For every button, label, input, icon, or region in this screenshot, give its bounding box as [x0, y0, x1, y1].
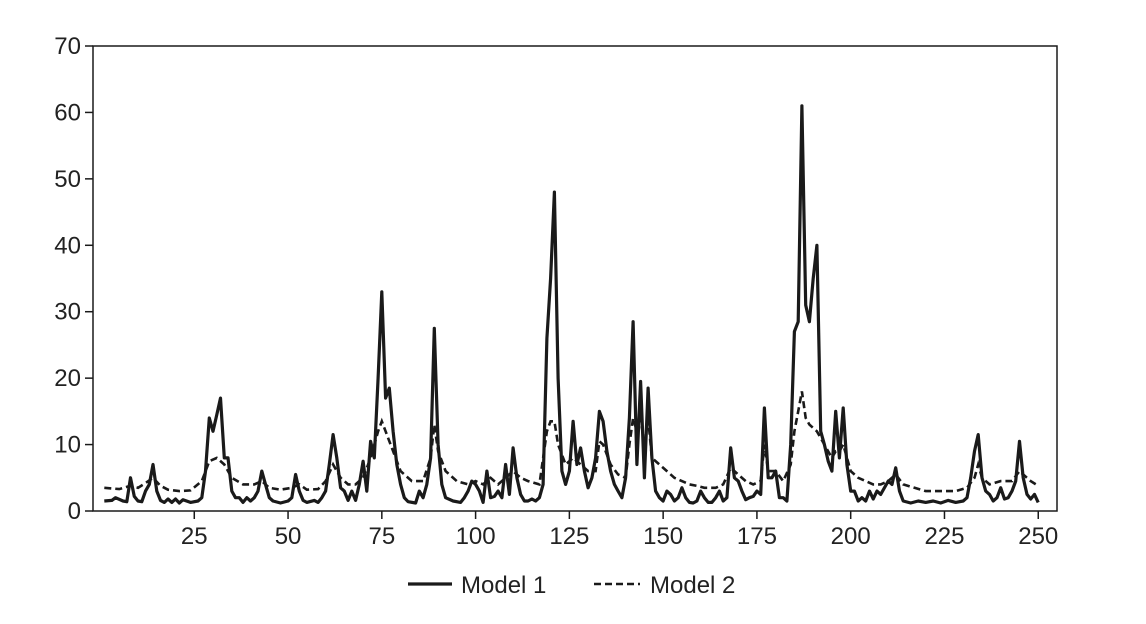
x-axis-ticks: 25 50 75 100 125 150 175 200 225 250: [181, 511, 1058, 550]
y-axis-ticks: 0 10 20 30 40 50 60 70: [54, 33, 93, 525]
x-tick-label: 100: [456, 523, 496, 550]
y-tick-label: 40: [54, 232, 81, 259]
y-tick-label: 0: [68, 498, 81, 525]
x-tick-label: 25: [181, 523, 208, 550]
y-tick-label: 30: [54, 299, 81, 326]
x-tick-label: 75: [368, 523, 395, 550]
series-line-model-1: [104, 104, 1040, 505]
y-tick-label: 10: [54, 432, 81, 459]
x-tick-label: 200: [831, 523, 871, 550]
x-tick-label: 50: [275, 523, 302, 550]
legend: Model 1 Model 2: [408, 572, 735, 599]
y-tick-label: 20: [54, 365, 81, 392]
plot-frame: [92, 45, 1058, 512]
y-tick-label: 60: [54, 99, 81, 126]
legend-label-model-2: Model 2: [650, 572, 735, 599]
x-tick-label: 225: [924, 523, 964, 550]
x-tick-label: 250: [1018, 523, 1058, 550]
x-tick-label: 150: [643, 523, 683, 550]
legend-label-model-1: Model 1: [461, 572, 546, 599]
x-tick-label: 175: [737, 523, 777, 550]
y-tick-label: 70: [54, 33, 81, 60]
y-tick-label: 50: [54, 166, 81, 193]
x-tick-label: 125: [549, 523, 589, 550]
